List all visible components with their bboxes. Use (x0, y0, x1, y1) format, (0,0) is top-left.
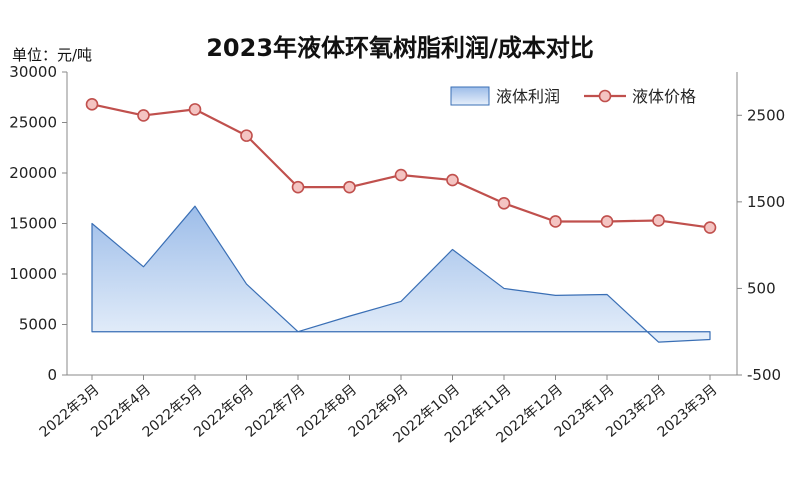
price-point (344, 182, 355, 193)
chart-title: 2023年液体环氧树脂利润/成本对比 (0, 28, 800, 63)
price-point (550, 216, 561, 227)
price-point (653, 215, 664, 226)
profit-area (92, 206, 710, 342)
price-point (293, 182, 304, 193)
price-point (396, 170, 407, 181)
right-tick-label: -500 (747, 366, 781, 384)
price-point (602, 216, 613, 227)
price-line (92, 104, 710, 227)
price-point (87, 99, 98, 110)
left-tick-label: 30000 (9, 63, 57, 81)
price-point (138, 110, 149, 121)
left-tick-label: 0 (47, 366, 57, 384)
legend-label-price: 液体价格 (632, 87, 696, 106)
left-tick-label: 10000 (9, 265, 57, 283)
legend-marker-price (600, 91, 611, 102)
price-point (190, 104, 201, 115)
right-tick-label: 1500 (747, 193, 785, 211)
left-tick-label: 20000 (9, 164, 57, 182)
right-tick-label: 500 (747, 279, 776, 297)
price-point (447, 175, 458, 186)
right-tick-label: 2500 (747, 106, 785, 124)
left-tick-label: 5000 (19, 316, 57, 334)
left-tick-label: 25000 (9, 114, 57, 132)
left-tick-label: 15000 (9, 215, 57, 233)
price-point (499, 198, 510, 209)
price-point (241, 130, 252, 141)
legend-label-profit: 液体利润 (496, 87, 560, 106)
price-point (705, 222, 716, 233)
legend-swatch-profit (451, 87, 489, 105)
